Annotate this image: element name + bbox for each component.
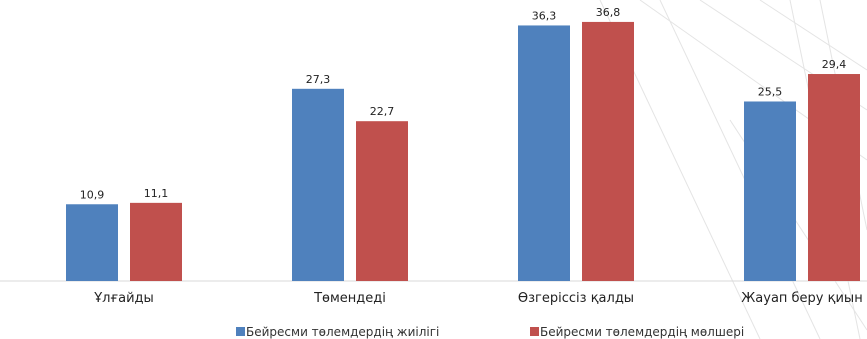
- bars-group: 10,9 11,1 27,3 22,7 36,3 36,8 25,5 29,4: [66, 6, 860, 282]
- category-label: Жауап беру қиын: [741, 291, 862, 306]
- bar-value-label: 10,9: [80, 188, 105, 201]
- legend-swatch-amount: [530, 327, 539, 336]
- bar-frequency-3: [744, 101, 796, 281]
- bar-amount-3: [808, 74, 860, 281]
- bar-value-label: 36,8: [596, 6, 621, 19]
- category-label: Ұлғайды: [93, 291, 154, 306]
- legend-label-frequency: Бейресми төлемдердің жиілігі: [246, 325, 439, 339]
- category-labels: Ұлғайды Төмендеді Өзгеріссіз қалды Жауап бе…: [93, 291, 863, 306]
- category-label: Төмендеді: [313, 291, 386, 306]
- bar-value-label: 11,1: [144, 187, 169, 200]
- bar-value-label: 25,5: [758, 85, 783, 98]
- category-label: Өзгеріссіз қалды: [518, 291, 634, 306]
- bar-value-label: 22,7: [370, 105, 395, 118]
- bar-frequency-1: [292, 88, 344, 281]
- bar-value-label: 29,4: [822, 58, 847, 71]
- legend-swatch-frequency: [236, 327, 245, 336]
- legend: Бейресми төлемдердің жиілігі Бейресми тө…: [236, 325, 744, 339]
- bar-value-label: 27,3: [306, 73, 331, 86]
- bar-frequency-0: [66, 204, 118, 281]
- bar-frequency-2: [518, 25, 570, 282]
- bar-value-label: 36,3: [532, 9, 557, 22]
- bar-amount-1: [356, 121, 408, 281]
- legend-label-amount: Бейресми төлемдердің мөлшері: [540, 325, 744, 339]
- bar-amount-2: [582, 21, 634, 281]
- bar-amount-0: [130, 202, 182, 281]
